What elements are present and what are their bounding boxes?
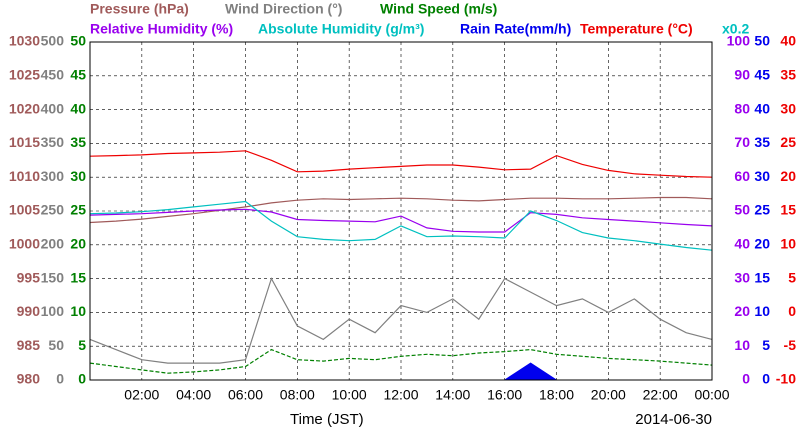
y-tick-label: 45 bbox=[754, 67, 770, 83]
y-tick-label: 40 bbox=[734, 236, 750, 252]
y-tick-label: 20 bbox=[734, 303, 750, 319]
x-tick-label: 10:00 bbox=[332, 387, 367, 403]
y-tick-label: 995 bbox=[17, 269, 41, 285]
y-tick-label: 250 bbox=[41, 202, 65, 218]
x-tick-label: 22:00 bbox=[643, 387, 678, 403]
y-tick-label: 15 bbox=[780, 202, 796, 218]
y-tick-label: 0 bbox=[78, 371, 86, 387]
y-tick-label: -10 bbox=[776, 371, 796, 387]
x-tick-label: 12:00 bbox=[383, 387, 418, 403]
legend-entry: Absolute Humidity (g/m³) bbox=[258, 21, 424, 37]
date-label: 2014-06-30 bbox=[635, 411, 712, 428]
x-tick-label: 04:00 bbox=[176, 387, 211, 403]
legend-entry: Wind Speed (m/s) bbox=[380, 1, 497, 17]
y-tick-label: 1000 bbox=[9, 236, 40, 252]
y-tick-label: 150 bbox=[41, 269, 65, 285]
series-line bbox=[89, 200, 713, 251]
y-tick-label: 0 bbox=[56, 371, 64, 387]
y-tick-label: 980 bbox=[17, 371, 41, 387]
y-tick-label: 100 bbox=[727, 33, 751, 49]
x-tick-label: 14:00 bbox=[435, 387, 470, 403]
y-tick-label: 10 bbox=[780, 236, 796, 252]
x-axis-label: Time (JST) bbox=[290, 411, 364, 428]
y-tick-label: 35 bbox=[70, 134, 86, 150]
plot-frame bbox=[89, 41, 713, 381]
y-tick-label: 50 bbox=[48, 337, 64, 353]
y-tick-label: 350 bbox=[41, 134, 65, 150]
y-tick-label: 25 bbox=[70, 202, 86, 218]
y-tick-label: 10 bbox=[70, 303, 86, 319]
x-tick-label: 02:00 bbox=[124, 387, 159, 403]
y-tick-label: 30 bbox=[754, 168, 770, 184]
x-tick-label: 06:00 bbox=[228, 387, 263, 403]
series-line bbox=[89, 277, 713, 364]
y-tick-label: 400 bbox=[41, 100, 65, 116]
y-tick-label: 300 bbox=[41, 168, 65, 184]
x-tick-label: 00:00 bbox=[694, 387, 729, 403]
y-tick-label: 0 bbox=[742, 371, 750, 387]
y-tick-label: 25 bbox=[754, 202, 770, 218]
series-line bbox=[89, 208, 713, 233]
y-tick-label: 1010 bbox=[9, 168, 40, 184]
y-tick-label: 50 bbox=[734, 202, 750, 218]
legend-entry: Relative Humidity (%) bbox=[90, 21, 233, 37]
y-tick-label: 10 bbox=[734, 337, 750, 353]
x-tick-label: 20:00 bbox=[591, 387, 626, 403]
y-tick-label: 10 bbox=[754, 303, 770, 319]
y-tick-label: 450 bbox=[41, 67, 65, 83]
y-tick-label: 1020 bbox=[9, 100, 40, 116]
y-tick-label: 200 bbox=[41, 236, 65, 252]
y-tick-label: 5 bbox=[788, 269, 796, 285]
y-tick-label: 60 bbox=[734, 168, 750, 184]
y-tick-label: 5 bbox=[78, 337, 86, 353]
x-tick-label: 16:00 bbox=[487, 387, 522, 403]
series-line bbox=[89, 348, 713, 374]
legend-entry: Wind Direction (°) bbox=[225, 1, 342, 17]
y-tick-label: 70 bbox=[734, 134, 750, 150]
y-tick-label: 985 bbox=[17, 337, 41, 353]
y-tick-label: 30 bbox=[780, 100, 796, 116]
y-tick-label: 35 bbox=[754, 134, 770, 150]
y-tick-label: 1025 bbox=[9, 67, 40, 83]
scale-note: x0.2 bbox=[722, 21, 749, 37]
legend-entry: Rain Rate(mm/h) bbox=[460, 21, 571, 37]
y-tick-label: 5 bbox=[762, 337, 770, 353]
y-tick-label: 15 bbox=[754, 269, 770, 285]
y-tick-label: 20 bbox=[754, 236, 770, 252]
legend-entry: Pressure (hPa) bbox=[90, 1, 189, 17]
y-tick-label: 40 bbox=[780, 33, 796, 49]
x-tick-label: 18:00 bbox=[539, 387, 574, 403]
y-tick-label: -5 bbox=[784, 337, 797, 353]
y-tick-label: 15 bbox=[70, 269, 86, 285]
y-tick-label: 1015 bbox=[9, 134, 40, 150]
y-tick-label: 1005 bbox=[9, 202, 40, 218]
y-tick-label: 40 bbox=[70, 100, 86, 116]
y-tick-label: 0 bbox=[762, 371, 770, 387]
y-tick-label: 25 bbox=[780, 134, 796, 150]
y-tick-label: 990 bbox=[17, 303, 41, 319]
y-tick-label: 30 bbox=[734, 269, 750, 285]
y-tick-label: 500 bbox=[41, 33, 65, 49]
y-tick-label: 30 bbox=[70, 168, 86, 184]
y-tick-label: 45 bbox=[70, 67, 86, 83]
legend-entry: Temperature (°C) bbox=[580, 21, 693, 37]
series-line bbox=[89, 196, 713, 224]
y-tick-label: 90 bbox=[734, 67, 750, 83]
y-tick-label: 1030 bbox=[9, 33, 40, 49]
y-tick-label: 50 bbox=[754, 33, 770, 49]
series-line bbox=[89, 150, 713, 178]
x-tick-label: 08:00 bbox=[280, 387, 315, 403]
y-tick-label: 100 bbox=[41, 303, 65, 319]
y-tick-label: 0 bbox=[788, 303, 796, 319]
y-tick-label: 50 bbox=[70, 33, 86, 49]
y-tick-label: 40 bbox=[754, 100, 770, 116]
y-tick-label: 20 bbox=[780, 168, 796, 184]
y-tick-label: 20 bbox=[70, 236, 86, 252]
y-tick-label: 80 bbox=[734, 100, 750, 116]
y-tick-label: 35 bbox=[780, 67, 796, 83]
